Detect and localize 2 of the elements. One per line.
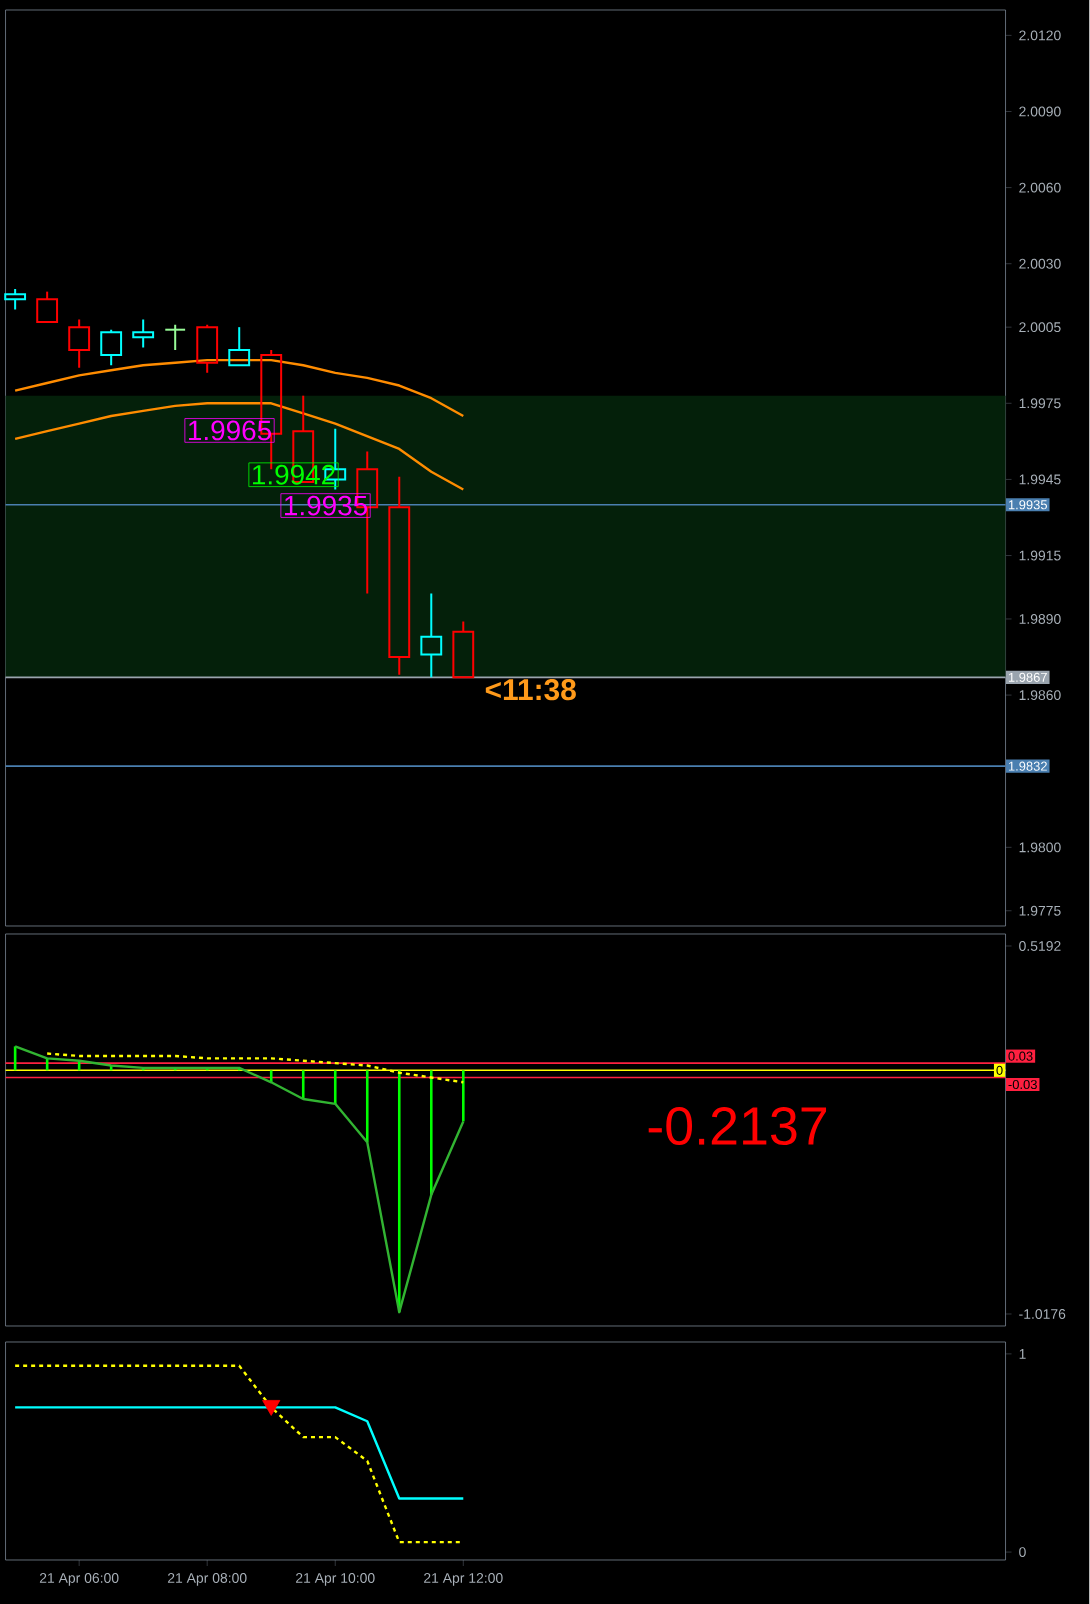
annotation: -0.2137 xyxy=(648,1107,827,1146)
annotation: <11:38 xyxy=(486,679,577,701)
